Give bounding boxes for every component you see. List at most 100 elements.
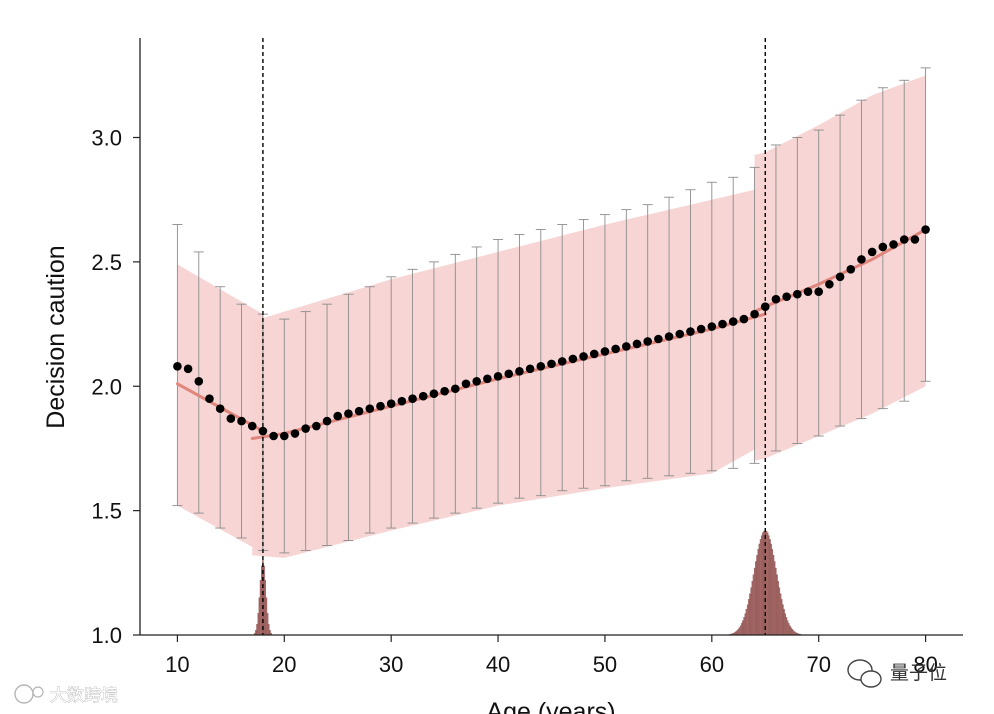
data-point [515,367,524,376]
x-tick-label: 20 [272,652,296,677]
watermark-logo-dot-icon [32,686,44,698]
histogram-bar-2 [739,625,742,636]
data-point [354,406,364,416]
histogram-bar-2 [772,555,775,636]
histogram-bar-2 [751,581,754,636]
data-point [247,421,257,431]
histogram-bar-2 [779,593,782,636]
histogram-bar-2 [792,630,795,636]
data-point [237,416,246,426]
x-ticks: 10 20 30 40 50 60 70 80 [165,635,938,677]
data-point [899,235,909,244]
data-point [418,391,428,401]
histogram-bar-1 [263,565,265,636]
histogram-bar-2 [749,593,751,636]
data-point [686,327,695,336]
histogram-bar-2 [785,617,788,636]
data-point [760,302,770,311]
data-point [867,247,877,257]
histogram-bar-2 [771,549,774,636]
watermark-right-text: 量子位 [890,662,947,684]
histogram-bar-2 [737,629,739,636]
data-point [728,317,738,326]
data-point [654,334,663,344]
data-point [344,409,353,418]
data-point [397,396,407,406]
data-point [889,240,898,249]
data-point [451,384,460,394]
histogram-bar-1 [269,630,271,636]
watermark-left: 大数跨境 [14,684,118,706]
data-point [365,404,375,413]
histogram-bar-2 [752,574,755,636]
x-tick-label: 60 [700,652,724,677]
watermark-logo-icon [14,684,34,704]
data-point [611,344,620,354]
data-point [846,265,856,274]
histogram-bar-2 [750,587,752,636]
histogram-bar-2 [761,535,763,636]
y-tick-label: 1.5 [91,499,122,524]
y-tick-label: 3.0 [91,126,122,151]
histogram-bar-2 [756,555,758,636]
data-point [664,332,674,341]
data-point [333,411,343,421]
data-point [547,359,556,369]
data-point [226,414,236,423]
histogram-bar-2 [786,620,789,636]
data-point [215,404,225,413]
histogram-bar-1 [258,597,261,636]
histogram-bar-2 [742,620,744,636]
data-point [600,347,610,356]
y-tick-label: 2.5 [91,250,122,275]
histogram-bar-2 [753,567,756,636]
data-point [750,309,759,319]
y-ticks: 1.0 1.5 2.0 2.5 3.0 [91,126,140,648]
data-point [568,354,578,364]
histogram-bar-2 [763,530,765,636]
data-point [622,342,631,351]
data-point [493,372,503,381]
data-point [739,314,749,324]
data-point [258,426,268,436]
histogram-bar-2 [748,599,750,636]
histogram-bar-2 [743,617,745,636]
histogram-bar-1 [255,630,257,636]
data-point [183,364,193,374]
data-point [589,349,599,359]
histogram-bar-2 [791,629,794,636]
histogram-bar-2 [770,543,772,636]
histogram-bar-2 [746,604,749,636]
data-point [910,235,920,244]
data-point [803,287,813,297]
data-point [301,424,310,433]
histogram-bar-2 [738,627,741,636]
histogram-bar-1 [266,613,269,636]
histogram-bar-2 [744,613,746,636]
data-point [536,362,546,371]
histogram-bar-2 [766,532,769,636]
histogram-bar-2 [741,623,743,636]
histogram-bar-2 [755,561,757,636]
histogram-bar-2 [757,549,759,636]
data-point [771,294,781,304]
histogram-bar-2 [778,587,781,636]
data-point [440,386,449,396]
data-point [579,352,588,361]
data-point [269,431,278,441]
data-point [376,401,385,411]
data-point [173,362,182,371]
data-point [825,279,834,289]
breakpoint-histograms [253,530,802,636]
histogram-bar-1 [257,613,259,636]
data-point [782,292,791,302]
x-tick-label: 70 [806,652,830,677]
data-point [793,289,802,299]
histogram-bar-2 [776,574,778,636]
data-point [675,329,685,339]
data-point [878,242,888,252]
histogram-bar-2 [784,613,786,636]
x-tick-label: 10 [165,652,189,677]
data-point [205,394,214,403]
